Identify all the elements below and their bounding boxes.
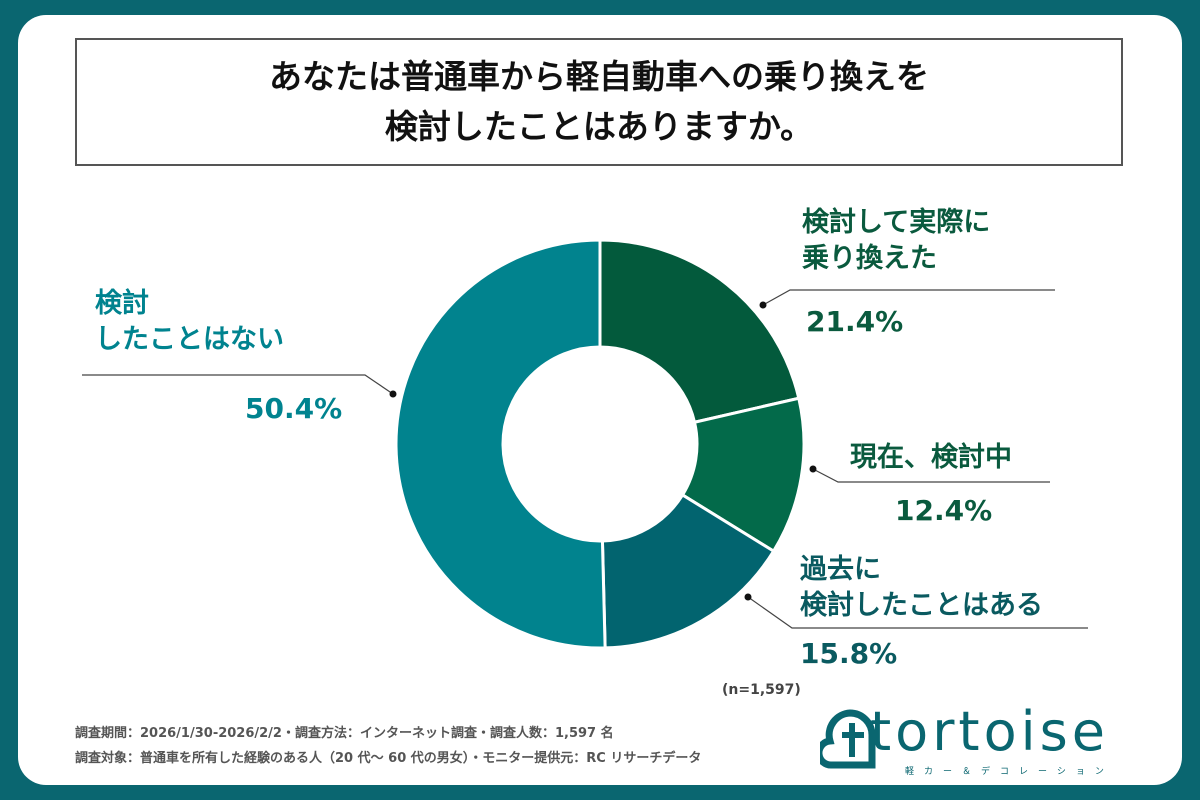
value-never: 50.4%: [245, 392, 343, 425]
leader-line-0: [762, 289, 1055, 306]
value-considered-past: 15.8%: [800, 637, 898, 670]
label-considered-past: 過去に 検討したことはある: [800, 554, 1043, 621]
leader-line-1: [812, 468, 1050, 483]
leader-line-3: [82, 374, 394, 395]
value-switched: 21.4%: [806, 305, 904, 338]
label-considering: 現在、検討中: [850, 442, 1012, 473]
leader-dot-3: [389, 390, 397, 398]
leader-dot-2: [744, 593, 752, 601]
slice-0: [598, 238, 801, 425]
footer-line-2: 調査対象：普通車を所有した経験のある人（20 代～ 60 代の男女）・モニター提…: [75, 751, 702, 766]
leader-dot-0: [759, 301, 767, 309]
logo-icon: [820, 709, 876, 769]
logo-text: tortoise: [870, 700, 1109, 763]
logo-tagline: 軽カー＆デコレーション: [905, 767, 1114, 777]
slice-2: [600, 492, 776, 650]
leader-line-2: [747, 596, 1088, 629]
leader-dot-1: [809, 465, 817, 473]
card: [18, 15, 1182, 785]
label-never: 検討 したことはない: [95, 288, 284, 355]
value-considering: 12.4%: [895, 494, 993, 527]
slice-3: [394, 238, 607, 650]
chart-title: あなたは普通車から軽自動車への乗り換えを 検討したことはありますか。: [269, 57, 929, 146]
title-box: あなたは普通車から軽自動車への乗り換えを 検討したことはありますか。: [75, 38, 1123, 166]
footer-line-1: 調査期間：2026/1/30-2026/2/2・調査方法：インターネット調査・調…: [75, 726, 614, 741]
label-switched: 検討して実際に 乗り換えた: [802, 207, 991, 274]
sample-size: (n=1,597): [722, 682, 801, 698]
